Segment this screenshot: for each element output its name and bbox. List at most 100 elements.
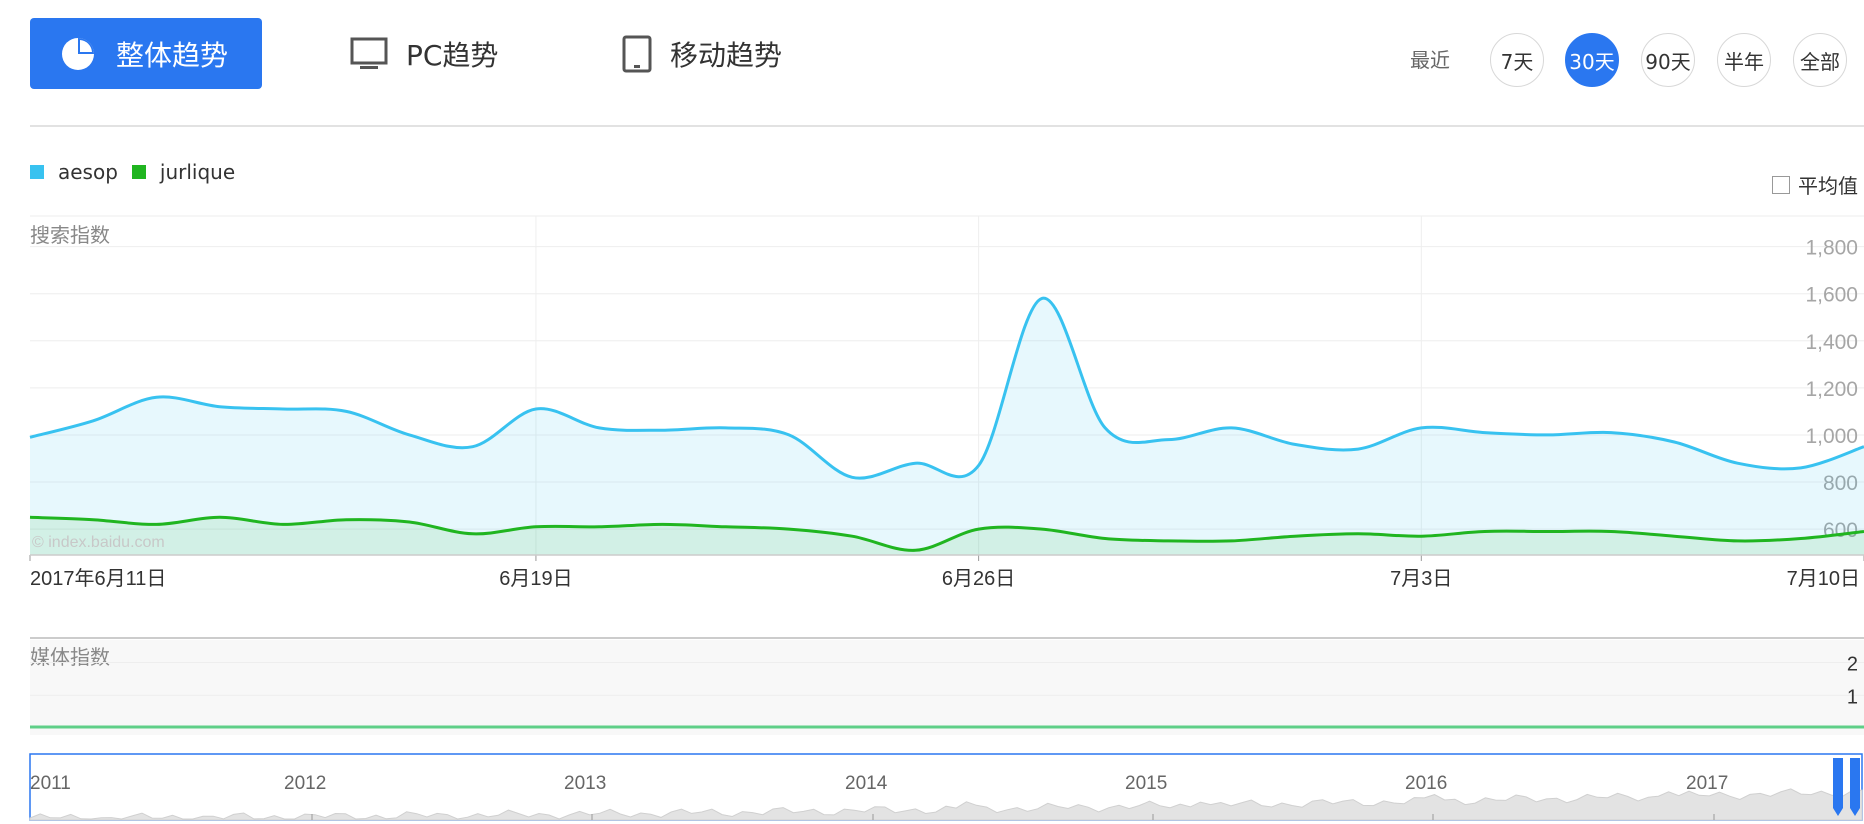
header-divider	[30, 125, 1864, 127]
data-point-jurlique	[1672, 534, 1676, 538]
range-7d-button[interactable]: 7天	[1490, 33, 1544, 87]
data-point-jurlique	[1166, 539, 1170, 543]
data-point-aesop	[1419, 426, 1423, 430]
media-chart-title: 媒体指数	[30, 646, 110, 669]
monitor-icon	[350, 37, 388, 69]
data-point-aesop	[787, 433, 791, 437]
data-point-jurlique	[1799, 537, 1803, 541]
range-half-year-button[interactable]: 半年	[1717, 33, 1771, 87]
x-tick-label: 6月26日	[942, 568, 1015, 590]
y-tick-label: 1,200	[1805, 378, 1858, 401]
data-point-aesop	[850, 475, 854, 479]
data-point-jurlique	[660, 522, 664, 526]
data-point-jurlique	[154, 522, 158, 526]
data-point-aesop	[1230, 426, 1234, 430]
range-all-button[interactable]: 全部	[1793, 33, 1847, 87]
x-tick-label: 2017年6月11日	[30, 567, 166, 590]
range-90d-button[interactable]: 90天	[1641, 33, 1695, 87]
data-point-aesop	[344, 409, 348, 413]
data-point-aesop	[1293, 442, 1297, 446]
timeline-navigator: 2011 2012 2013 2014 2015 2016 2017	[29, 753, 1863, 821]
data-point-aesop	[281, 407, 285, 411]
legend-item-jurlique[interactable]: jurlique	[131, 160, 236, 184]
data-point-aesop	[91, 419, 95, 423]
x-tick-label: 6月19日	[499, 568, 572, 590]
top-bar: 整体趋势 PC趋势 移动趋势 最近 7天 30天 90天 半年 全部	[0, 0, 1864, 126]
y-tick-label: 1,000	[1805, 425, 1858, 448]
series-line-aesop	[29, 296, 1864, 480]
data-point-aesop	[28, 435, 32, 439]
navigator-year-label: 2016	[1405, 773, 1447, 794]
y-tick-label: 800	[1823, 472, 1858, 495]
y-tick-label: 1,600	[1805, 284, 1858, 307]
data-point-jurlique	[1419, 534, 1423, 538]
data-point-aesop	[1736, 461, 1740, 465]
legend-swatch-jurlique	[131, 165, 146, 179]
tab-mobile-trend[interactable]: 移动趋势	[622, 26, 782, 82]
data-point-jurlique	[597, 525, 601, 529]
data-point-jurlique	[344, 518, 348, 522]
data-point-aesop	[1103, 426, 1107, 430]
data-point-jurlique	[218, 515, 222, 519]
legend-label-jurlique: jurlique	[159, 160, 236, 184]
data-point-jurlique	[534, 525, 538, 529]
data-point-jurlique	[28, 515, 32, 519]
data-point-aesop	[977, 464, 981, 468]
data-point-jurlique	[1230, 539, 1234, 543]
data-point-jurlique	[471, 532, 475, 536]
y-tick-label: 1,800	[1805, 237, 1858, 260]
data-point-aesop	[1546, 433, 1550, 437]
data-point-jurlique	[913, 548, 917, 552]
data-point-jurlique	[1546, 529, 1550, 533]
navigator-right-handle[interactable]	[1850, 758, 1860, 816]
navigator-left-handle[interactable]	[1833, 758, 1843, 816]
x-tick-label: 7月3日	[1390, 568, 1452, 590]
tab-overall-trend[interactable]: 整体趋势	[30, 18, 262, 89]
series-area-aesop	[30, 298, 1864, 555]
legend-item-aesop[interactable]: aesop	[30, 160, 118, 184]
tab-overall-label: 整体趋势	[116, 38, 229, 72]
media-y-tick-label: 2	[1847, 654, 1858, 676]
range-label: 最近	[1410, 48, 1450, 72]
data-point-jurlique	[281, 522, 285, 526]
data-point-aesop	[1609, 431, 1613, 435]
data-point-jurlique	[1483, 529, 1487, 533]
data-point-jurlique	[977, 527, 981, 531]
tab-mobile-label: 移动趋势	[670, 39, 783, 72]
range-30d-button[interactable]: 30天	[1565, 33, 1619, 87]
navigator-year-label: 2011	[30, 773, 71, 794]
data-point-aesop	[218, 405, 222, 409]
navigator-history-area	[29, 788, 1863, 821]
data-point-aesop	[407, 433, 411, 437]
average-checkbox[interactable]	[1772, 175, 1790, 194]
tab-pc-trend[interactable]: PC趋势	[350, 26, 498, 82]
data-point-aesop	[1799, 466, 1803, 470]
search-index-chart: 6008001,0001,2001,4001,6001,8002017年6月11…	[28, 215, 1864, 639]
y-tick-label: 1,400	[1805, 331, 1858, 354]
media-panel-bg	[30, 640, 1864, 735]
data-point-aesop	[1483, 431, 1487, 435]
data-point-aesop	[597, 426, 601, 430]
data-point-aesop	[534, 407, 538, 411]
data-point-aesop	[724, 426, 728, 430]
average-toggle[interactable]: 平均值	[1772, 170, 1858, 199]
navigator-year-label: 2015	[1125, 773, 1167, 794]
data-point-jurlique	[1040, 527, 1044, 531]
data-point-aesop	[913, 461, 917, 465]
data-point-jurlique	[1356, 532, 1360, 536]
tab-pc-label: PC趋势	[406, 39, 499, 72]
data-point-aesop	[1672, 440, 1676, 444]
tablet-icon	[622, 35, 652, 73]
navigator-year-label: 2012	[284, 773, 326, 794]
legend-swatch-aesop	[30, 165, 44, 179]
data-point-jurlique	[1103, 537, 1107, 541]
x-tick-label: 7月10日	[1787, 568, 1860, 590]
data-point-aesop	[1040, 296, 1044, 300]
data-point-jurlique	[1736, 539, 1740, 543]
series-line-jurlique	[29, 515, 1864, 552]
data-point-aesop	[660, 428, 664, 432]
data-point-aesop	[1166, 438, 1170, 442]
media-index-chart: 媒体指数 1 2	[30, 640, 1864, 735]
watermark: © index.baidu.com	[32, 534, 165, 551]
chart-legend: aesop jurlique	[30, 160, 249, 184]
